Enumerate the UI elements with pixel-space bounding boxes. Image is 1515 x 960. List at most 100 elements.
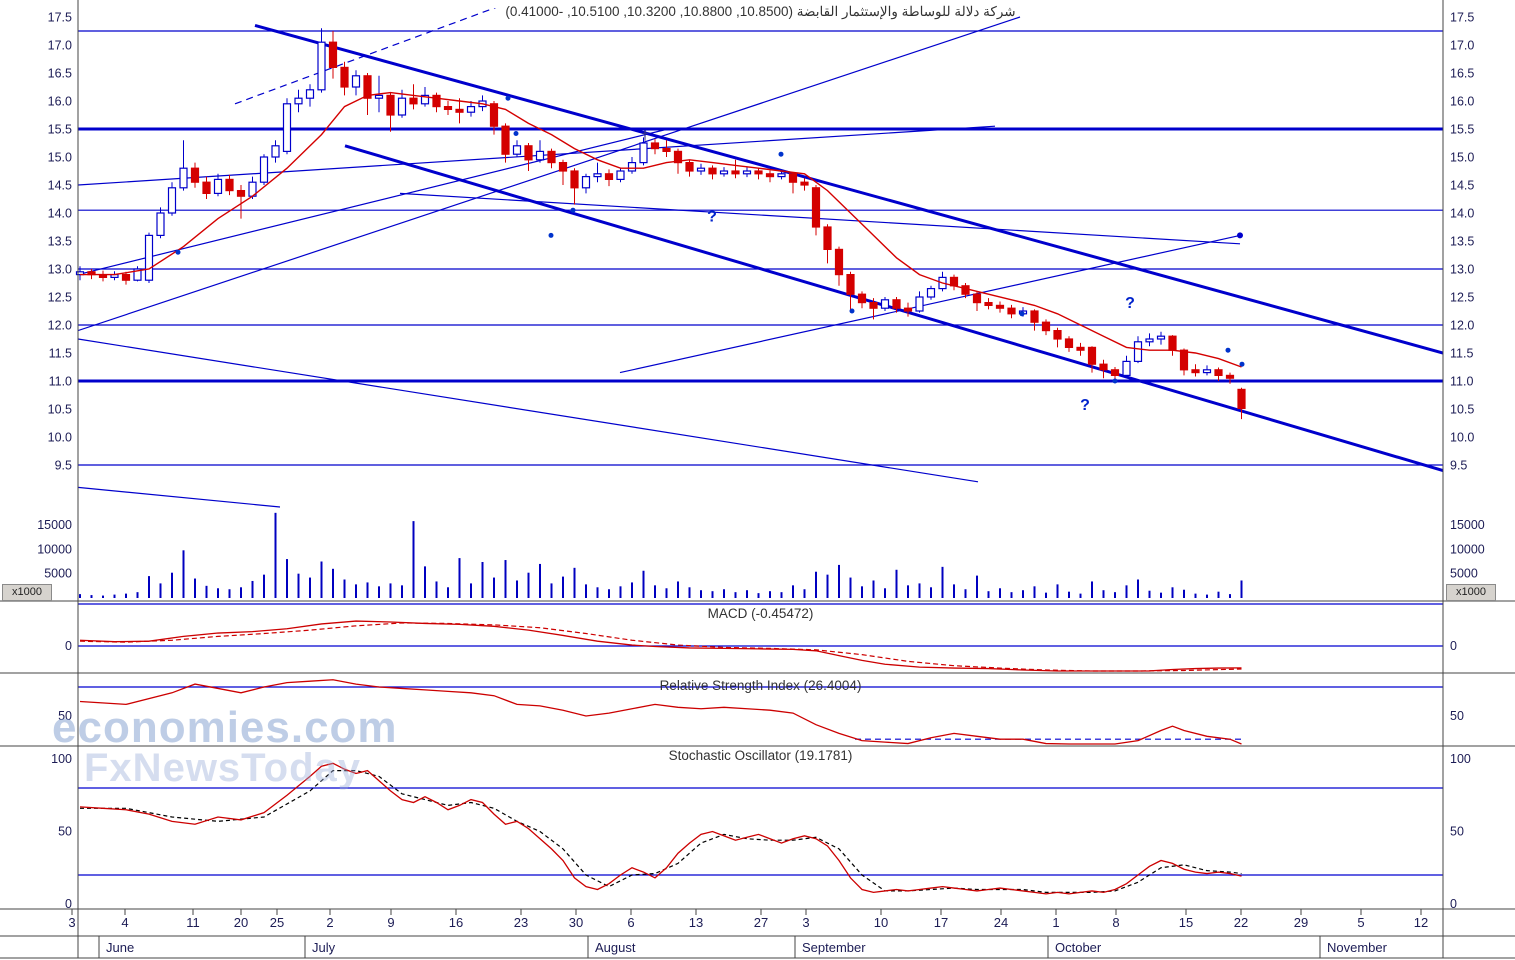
candlestick [1179,349,1189,371]
candlestick [1076,346,1085,351]
candlestick [788,173,798,183]
macd-panel-label: MACD (-0.45472) [707,606,814,621]
candlestick [386,94,395,116]
candlestick [340,66,349,88]
candlestick [1156,335,1166,340]
volume-axis-label: 10000 [37,542,72,556]
candlestick [903,307,913,312]
price-lines-group [78,8,1443,508]
candlestick [443,105,453,110]
date-tick-label: 25 [270,915,284,930]
candlestick [363,75,372,99]
candlestick [282,103,292,153]
y-axis-label: 17.0 [1450,39,1474,53]
y-axis-label: 9.5 [55,459,72,473]
month-label: June [106,940,134,955]
y-axis-label: 14.0 [48,207,72,221]
candlestick [869,302,878,309]
candlestick [133,268,142,281]
candlestick [616,170,625,180]
candlestick [846,274,855,295]
y-axis-label: 11.0 [49,375,72,389]
pivot-dot [1112,378,1118,384]
trendline [234,8,497,105]
candlestick [1145,338,1154,343]
date-tick-label: 12 [1414,915,1428,930]
candlestick [1053,330,1062,340]
candlestick [926,288,936,298]
candlestick [455,108,464,113]
candlestick [731,170,740,175]
candlestick [673,150,683,164]
y-axis-label: 11.5 [49,347,72,361]
candlestick [1041,321,1051,332]
candlestick [294,97,303,105]
date-tick-label: 23 [514,915,528,930]
date-tick-label: 15 [1179,915,1193,930]
y-axis-label: 10.5 [48,403,72,417]
candlestick [179,167,188,189]
month-label: September [802,940,866,955]
y-axis-label: 14.0 [1450,207,1474,221]
candlestick [892,299,901,309]
candlestick [995,304,1005,309]
y-axis-label: 10.0 [1450,431,1474,445]
date-tick-label: 9 [387,915,394,930]
pivot-dot [548,232,554,238]
candlestick [1099,363,1108,371]
month-label: October [1055,940,1102,955]
candlestick [811,187,821,228]
stoch-panel-label: Stochastic Oscillator (19.1781) [668,748,853,763]
candlestick [328,41,338,69]
y-axis-label: 16.5 [48,67,72,81]
y-axis-label: 15.5 [48,123,72,137]
candlestick [225,178,234,192]
volume-axis-label: 15000 [37,518,72,532]
candlestick [1225,374,1235,379]
candlestick [397,97,407,116]
candlestick [213,178,223,194]
candlestick [581,176,591,189]
rsi-panel-label: Relative Strength Index (26.4004) [659,678,862,693]
pivot-dot [175,249,181,255]
y-axis-label: 11.5 [1450,347,1473,361]
candlestick [857,293,867,304]
candlestick [1030,310,1039,323]
y-axis-label: 12.0 [48,319,72,333]
y-axis-label: 10.5 [1450,403,1474,417]
candlestick [765,173,775,178]
candlestick [121,274,131,281]
macd-signal-line [79,622,1242,672]
date-tick-label: 29 [1294,915,1308,930]
candlestick [1007,307,1016,315]
volume-unit-label-left: x1000 [2,584,52,601]
date-tick-label: 27 [754,915,768,930]
candlestick [880,299,890,309]
candlestick [1087,346,1097,365]
candlestick [409,97,418,105]
indicator-axis-label: 50 [1450,825,1464,839]
y-axis-label: 16.5 [1450,67,1474,81]
volume-axis-label: 10000 [1450,542,1485,556]
y-axis-label: 14.5 [1450,179,1474,193]
question-annotation: ? [707,208,717,225]
candlestick [1133,341,1143,362]
pivot-dot [513,130,519,136]
candlestick [570,170,579,189]
candlestick [305,89,315,99]
indicator-axis-label: 100 [51,752,72,766]
candlestick [535,150,545,161]
ma-line [80,91,1242,368]
stoch-d-line [80,769,1242,894]
candlestick [742,170,752,175]
macd-line [79,620,1242,672]
y-axis-label: 11.0 [1450,375,1473,389]
date-tick-label: 3 [802,915,809,930]
date-tick-label: 17 [934,915,948,930]
y-axis-label: 13.5 [48,235,72,249]
candlestick [524,145,533,161]
candlestick [593,173,602,178]
candlestick [1122,360,1131,376]
